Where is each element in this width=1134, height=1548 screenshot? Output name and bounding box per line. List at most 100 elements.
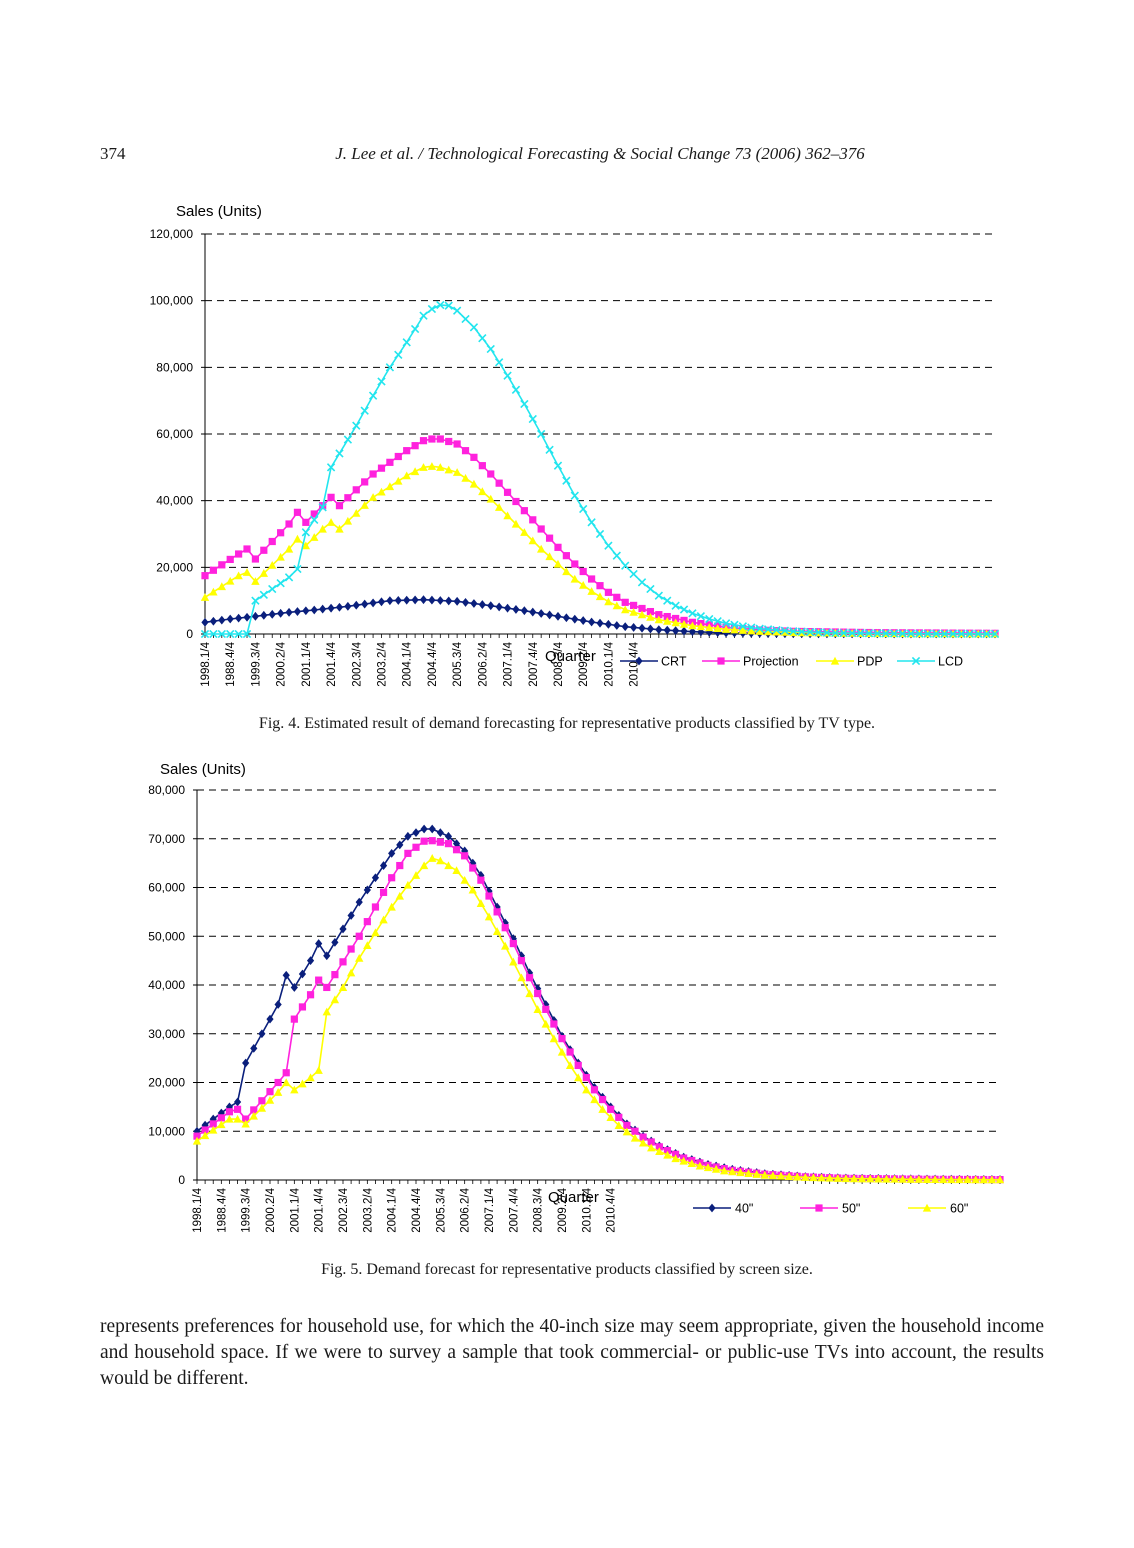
data-point (890, 1174, 899, 1183)
data-point (621, 561, 630, 570)
data-point (655, 611, 663, 619)
data-point (509, 939, 517, 948)
data-point (343, 516, 353, 525)
data-point (352, 421, 361, 430)
data-point (752, 1170, 761, 1178)
data-point (631, 1127, 639, 1135)
data-point (347, 945, 355, 953)
data-point (266, 1088, 274, 1096)
x-tick-label: 2004.1/4 (387, 1187, 399, 1232)
data-point (979, 1175, 988, 1184)
data-point (452, 306, 462, 315)
data-point (274, 1078, 282, 1087)
x-tick-label: 1998.1/4 (200, 641, 212, 686)
data-point (243, 545, 251, 553)
data-point (478, 487, 487, 496)
data-point (987, 1175, 997, 1184)
data-point (671, 601, 680, 610)
data-point (403, 595, 411, 605)
data-point (503, 371, 512, 380)
data-point (225, 1108, 234, 1116)
data-point (822, 628, 832, 637)
data-point (637, 610, 647, 619)
data-point (233, 1105, 242, 1113)
data-point (241, 1119, 250, 1128)
data-point (550, 1015, 558, 1025)
data-point (427, 304, 437, 314)
data-point (361, 478, 369, 486)
data-point (914, 1175, 924, 1183)
data-point (469, 479, 479, 488)
data-point (839, 628, 848, 638)
y-tick-label: 10,000 (148, 1124, 185, 1138)
data-point (545, 552, 554, 561)
data-point (460, 875, 469, 884)
data-point (266, 1014, 274, 1024)
data-point (268, 537, 276, 546)
data-point (647, 1143, 656, 1152)
data-point (582, 1085, 591, 1094)
data-point (784, 1172, 794, 1181)
data-point (477, 876, 485, 884)
data-point (721, 625, 731, 633)
data-point (310, 515, 319, 524)
data-point (242, 568, 252, 576)
data-point (849, 1174, 859, 1183)
data-point (621, 605, 630, 614)
data-point (235, 613, 243, 623)
data-point (201, 617, 209, 627)
data-point (302, 518, 310, 526)
data-point (298, 1003, 307, 1011)
data-point (470, 453, 478, 461)
data-point (209, 1114, 217, 1124)
data-point (268, 584, 277, 594)
data-point (982, 629, 991, 639)
data-point (298, 969, 307, 979)
data-point (338, 983, 348, 992)
data-point (857, 1174, 867, 1183)
data-point (242, 1115, 250, 1123)
data-point (218, 561, 226, 569)
data-point (318, 503, 327, 512)
data-point (922, 1175, 932, 1184)
data-point (957, 629, 966, 639)
data-point (404, 831, 412, 841)
data-point (396, 840, 404, 850)
data-point (566, 1048, 574, 1056)
data-point (864, 629, 874, 638)
data-point (346, 968, 356, 977)
data-point (553, 461, 563, 470)
x-tick-label: 2001.4/4 (314, 1187, 326, 1232)
data-point (478, 462, 486, 470)
data-point (730, 620, 739, 629)
data-point (495, 602, 503, 612)
x-tick-label: 1999.3/4 (250, 641, 262, 686)
x-tick-label: 2006.2/4 (460, 1187, 472, 1232)
data-point (529, 516, 537, 524)
data-point (310, 510, 318, 518)
data-point (285, 520, 293, 528)
data-point (493, 908, 501, 916)
data-point (379, 888, 388, 896)
data-point (360, 406, 369, 415)
data-point (461, 447, 470, 455)
y-tick-label: 40,000 (156, 494, 193, 508)
data-point (394, 476, 403, 485)
data-point (528, 414, 537, 424)
data-point (713, 617, 722, 626)
data-point (955, 1175, 964, 1184)
data-point (501, 941, 510, 950)
data-point (570, 491, 579, 500)
legend-marker (922, 1203, 932, 1212)
data-point (452, 468, 462, 476)
data-point (339, 958, 347, 966)
data-point (587, 575, 596, 583)
data-point (721, 619, 731, 628)
x-tick-label: 1988.4/4 (216, 1187, 228, 1232)
data-point (200, 1131, 210, 1140)
data-point (705, 627, 713, 637)
data-point (410, 467, 420, 476)
y-axis-title: Sales (Units) (176, 203, 262, 220)
data-point (243, 612, 251, 622)
data-point (856, 629, 865, 638)
